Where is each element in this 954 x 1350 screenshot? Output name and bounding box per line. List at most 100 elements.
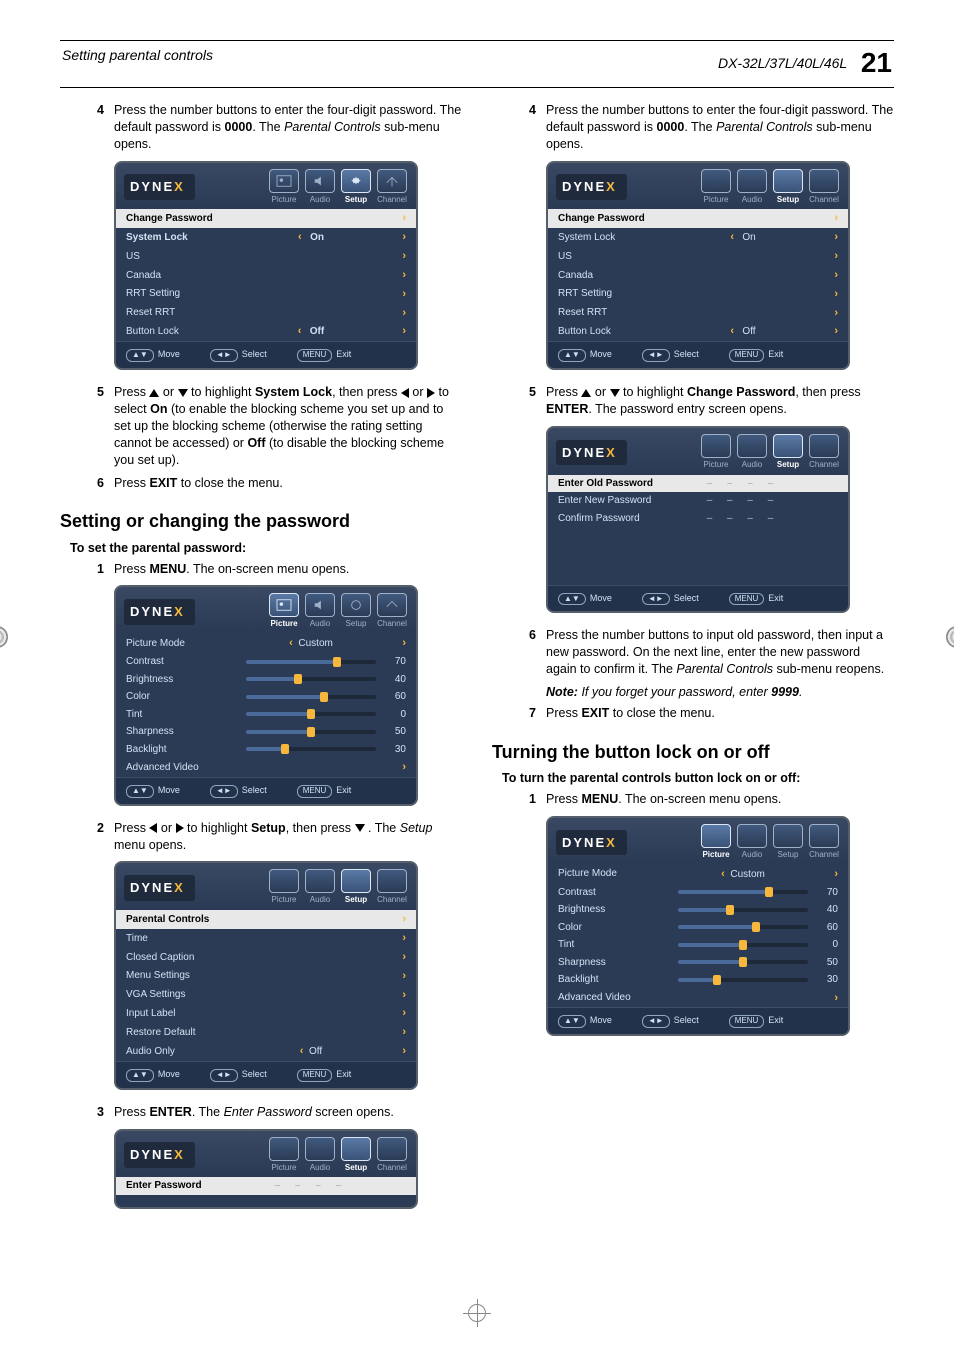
r-note: Note: If you forget your password, enter… xyxy=(546,684,894,701)
running-head-left: Setting parental controls xyxy=(62,47,213,79)
row-enter-new-password[interactable]: Enter New Password– – – – xyxy=(548,492,848,510)
row-vga-settings[interactable]: VGA Settings› xyxy=(116,986,416,1005)
row-contrast[interactable]: Contrast70 xyxy=(116,653,416,671)
row-sharpness[interactable]: Sharpness50 xyxy=(548,954,848,972)
row-us[interactable]: US› xyxy=(548,247,848,266)
tab-channel[interactable]: Channel xyxy=(808,824,840,861)
r-step4: Press the number buttons to enter the fo… xyxy=(546,102,894,153)
tab-channel[interactable]: Channel xyxy=(376,869,408,906)
tab-picture[interactable]: Picture xyxy=(268,1137,300,1174)
tab-channel[interactable]: Channel xyxy=(376,593,408,630)
tab-setup[interactable]: Setup xyxy=(772,824,804,861)
proc-set-password: To set the parental password: xyxy=(70,540,462,557)
proc-button-lock: To turn the parental controls button loc… xyxy=(502,770,894,787)
tab-picture[interactable]: Picture xyxy=(700,434,732,471)
tab-setup[interactable]: Setup xyxy=(340,593,372,630)
row-backlight[interactable]: Backlight30 xyxy=(116,741,416,759)
left-column: 4 Press the number buttons to enter the … xyxy=(60,102,462,1223)
row-enter-password[interactable]: Enter Password– – – – xyxy=(116,1177,416,1195)
l-step5: Press or to highlight System Lock, then … xyxy=(114,384,462,468)
row-button-lock[interactable]: Button Lock‹ Off› xyxy=(548,322,848,341)
tab-setup[interactable]: Setup xyxy=(772,169,804,206)
osd-footer: ▲▼Move ◄►Select MENUExit xyxy=(116,341,416,368)
tab-setup[interactable]: Setup xyxy=(340,169,372,206)
row-rrt-setting[interactable]: RRT Setting› xyxy=(548,285,848,304)
row-closed-caption[interactable]: Closed Caption› xyxy=(116,948,416,967)
row-us[interactable]: US› xyxy=(116,247,416,266)
tab-audio[interactable]: Audio xyxy=(304,1137,336,1174)
page-number: 21 xyxy=(861,47,892,78)
tab-channel[interactable]: Channel xyxy=(376,169,408,206)
section-button-lock: Turning the button lock on or off xyxy=(492,740,894,764)
osd-change-password: DYNEX Picture Audio Setup Channel Enter … xyxy=(546,426,850,614)
section-setting-password: Setting or changing the password xyxy=(60,509,462,533)
running-head-right: DX-32L/37L/40L/46L 21 xyxy=(718,47,892,79)
osd-picture-menu-right: DYNEX Picture Audio Setup Channel Pictur… xyxy=(546,816,850,1036)
row-button-lock[interactable]: Button Lock‹ Off› xyxy=(116,322,416,341)
r-step7: Press EXIT to close the menu. xyxy=(546,705,715,722)
tab-picture[interactable]: Picture xyxy=(268,869,300,906)
tab-setup[interactable]: Setup xyxy=(772,434,804,471)
row-brightness[interactable]: Brightness40 xyxy=(116,671,416,689)
row-color[interactable]: Color60 xyxy=(116,688,416,706)
row-tint[interactable]: Tint0 xyxy=(548,936,848,954)
row-canada[interactable]: Canada› xyxy=(548,266,848,285)
osd-enter-password: DYNEX Picture Audio Setup Channel Enter … xyxy=(114,1129,418,1210)
tab-audio[interactable]: Audio xyxy=(736,434,768,471)
tab-audio[interactable]: Audio xyxy=(736,824,768,861)
row-input-label[interactable]: Input Label› xyxy=(116,1004,416,1023)
osd-setup-menu: DYNEX Picture Audio Setup Channel Parent… xyxy=(114,861,418,1089)
row-brightness[interactable]: Brightness40 xyxy=(548,901,848,919)
tab-picture[interactable]: Picture xyxy=(700,824,732,861)
row-advanced-video[interactable]: Advanced Video› xyxy=(548,989,848,1008)
l2-step1: Press MENU. The on-screen menu opens. xyxy=(114,561,349,578)
row-contrast[interactable]: Contrast70 xyxy=(548,884,848,902)
row-tint[interactable]: Tint0 xyxy=(116,706,416,724)
tab-picture[interactable]: Picture xyxy=(268,593,300,630)
row-confirm-password[interactable]: Confirm Password– – – – xyxy=(548,510,848,528)
tab-picture[interactable]: Picture xyxy=(268,169,300,206)
row-rrt-setting[interactable]: RRT Setting› xyxy=(116,285,416,304)
tab-setup[interactable]: Setup xyxy=(340,869,372,906)
l2-step2: Press or to highlight Setup, then press … xyxy=(114,820,462,854)
r2-step1: Press MENU. The on-screen menu opens. xyxy=(546,791,781,808)
l-step6: Press EXIT to close the menu. xyxy=(114,475,283,492)
row-change-password[interactable]: Change Password› xyxy=(548,209,848,228)
row-canada[interactable]: Canada› xyxy=(116,266,416,285)
osd-tabs: Picture Audio Setup Channel xyxy=(268,169,408,206)
osd-picture-menu-left: DYNEX Picture Audio Setup Channel Pictur… xyxy=(114,585,418,805)
osd-parental-controls: DYNEX Picture Audio Setup Channel Change… xyxy=(114,161,418,371)
row-picture-mode[interactable]: Picture Mode‹ Custom› xyxy=(116,634,416,653)
row-parental-controls[interactable]: Parental Controls› xyxy=(116,910,416,929)
row-sharpness[interactable]: Sharpness50 xyxy=(116,723,416,741)
tab-channel[interactable]: Channel xyxy=(808,169,840,206)
tab-audio[interactable]: Audio xyxy=(736,169,768,206)
right-column: 4 Press the number buttons to enter the … xyxy=(492,102,894,1223)
l-step4: Press the number buttons to enter the fo… xyxy=(114,102,462,153)
row-backlight[interactable]: Backlight30 xyxy=(548,971,848,989)
osd-parental-controls-right: DYNEX Picture Audio Setup Channel Change… xyxy=(546,161,850,371)
row-picture-mode[interactable]: Picture Mode‹ Custom› xyxy=(548,865,848,884)
r-step5: Press or to highlight Change Password, t… xyxy=(546,384,894,418)
row-time[interactable]: Time› xyxy=(116,929,416,948)
row-reset-rrt[interactable]: Reset RRT› xyxy=(548,304,848,323)
tab-setup[interactable]: Setup xyxy=(340,1137,372,1174)
tab-channel[interactable]: Channel xyxy=(376,1137,408,1174)
brand-logo: DYNEX xyxy=(124,174,195,200)
row-system-lock[interactable]: System Lock‹ On› xyxy=(116,228,416,247)
tab-audio[interactable]: Audio xyxy=(304,169,336,206)
tab-audio[interactable]: Audio xyxy=(304,869,336,906)
row-reset-rrt[interactable]: Reset RRT› xyxy=(116,304,416,323)
r-step6: Press the number buttons to input old pa… xyxy=(546,627,894,678)
tab-channel[interactable]: Channel xyxy=(808,434,840,471)
row-enter-old-password[interactable]: Enter Old Password– – – – xyxy=(548,475,848,493)
row-system-lock[interactable]: System Lock‹ On› xyxy=(548,228,848,247)
row-audio-only[interactable]: Audio Only‹ Off› xyxy=(116,1042,416,1061)
tab-picture[interactable]: Picture xyxy=(700,169,732,206)
row-advanced-video[interactable]: Advanced Video› xyxy=(116,758,416,777)
row-menu-settings[interactable]: Menu Settings› xyxy=(116,967,416,986)
row-restore-default[interactable]: Restore Default› xyxy=(116,1023,416,1042)
row-color[interactable]: Color60 xyxy=(548,919,848,937)
row-change-password[interactable]: Change Password› xyxy=(116,209,416,228)
tab-audio[interactable]: Audio xyxy=(304,593,336,630)
